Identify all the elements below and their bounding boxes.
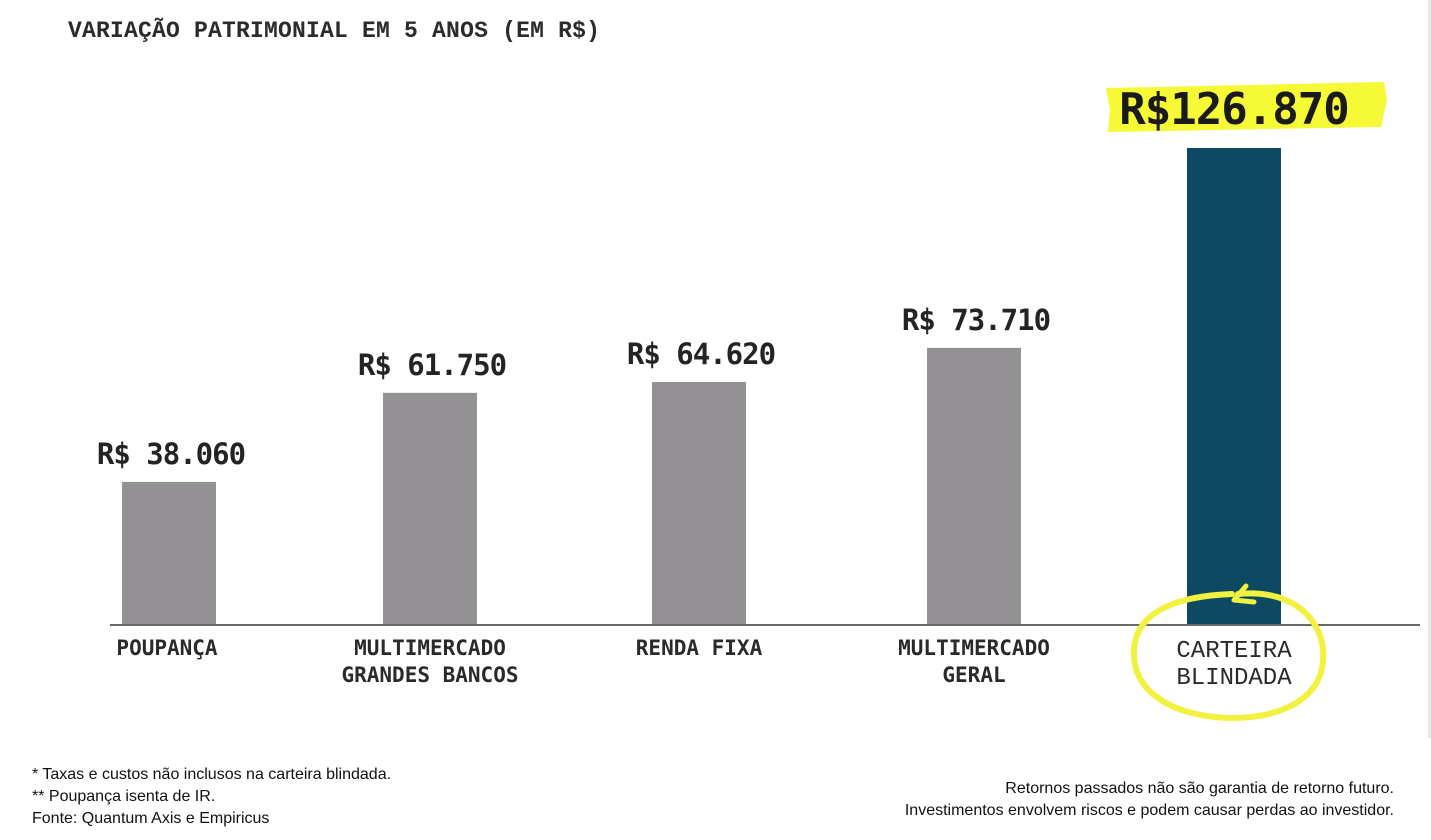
disclaimer-returns: Retornos passados não são garantia de re… (1005, 780, 1394, 797)
highlight-circle (1130, 590, 1327, 721)
bar-value-label-1: R$ 61.750 (358, 348, 506, 382)
panel-edge (1428, 0, 1431, 738)
bar-0 (122, 481, 216, 625)
chart-panel: VARIAÇÃO PATRIMONIAL EM 5 ANOS (EM R$) R… (68, 0, 1431, 738)
bar-chart: R$ 38.060 R$ 61.750 R$ 64.620 R$ 73.710 R$12… (97, 82, 1420, 721)
category-label-3: MULTIMERCADO GERAL (898, 636, 1050, 687)
bar-value-label-0: R$ 38.060 (97, 437, 245, 471)
footnote-source: Fonte: Quantum Axis e Empiricus (32, 810, 270, 827)
bar-4 (1187, 148, 1281, 625)
footnote-tax: ** Poupança isenta de IR. (32, 788, 216, 805)
category-label-line: MULTIMERCADO (898, 636, 1050, 660)
highlighter-mark (1106, 82, 1387, 132)
category-label-line: GERAL (942, 663, 1005, 687)
footnote-fees: * Taxas e custos não inclusos na carteir… (32, 766, 392, 783)
category-label-line: MULTIMERCADO (354, 636, 506, 660)
category-label-4: CARTEIRA BLINDADA (1176, 638, 1292, 692)
bar-value-label-4: R$126.870 (1119, 84, 1348, 135)
bar-value-label-3: R$ 73.710 (902, 303, 1050, 337)
category-label-line: GRANDES BANCOS (341, 663, 518, 687)
bar-2 (652, 382, 746, 625)
category-label-line: RENDA FIXA (636, 636, 763, 660)
category-label-0: POUPANÇA (116, 636, 218, 660)
footnotes-right: Retornos passados não são garantia de re… (905, 778, 1394, 822)
category-label-line: POUPANÇA (116, 636, 218, 660)
footnotes-left: * Taxas e custos não inclusos na carteir… (32, 764, 391, 830)
category-label-line: BLINDADA (1176, 665, 1292, 692)
bar-1 (383, 392, 477, 625)
bar-3 (927, 347, 1021, 625)
category-label-2: RENDA FIXA (636, 636, 763, 660)
category-label-1: MULTIMERCADO GRANDES BANCOS (341, 636, 518, 687)
category-label-line: CARTEIRA (1176, 638, 1292, 665)
disclaimer-risk: Investimentos envolvem riscos e podem ca… (904, 802, 1394, 819)
bar-value-label-2: R$ 64.620 (627, 337, 775, 371)
chart-title: VARIAÇÃO PATRIMONIAL EM 5 ANOS (EM R$) (68, 18, 601, 44)
highlight-circle-tail (1231, 583, 1257, 605)
